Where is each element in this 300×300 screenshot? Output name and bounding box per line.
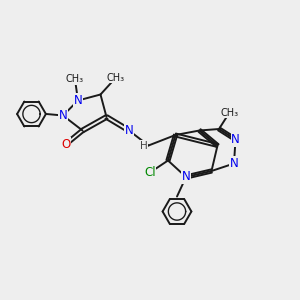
- Text: Cl: Cl: [144, 166, 156, 179]
- Text: O: O: [61, 137, 70, 151]
- Text: CH₃: CH₃: [220, 107, 238, 118]
- Text: CH₃: CH₃: [106, 73, 124, 83]
- Text: N: N: [230, 157, 238, 170]
- Text: N: N: [58, 109, 68, 122]
- Text: H: H: [140, 140, 148, 151]
- Text: N: N: [74, 94, 82, 107]
- Text: N: N: [124, 124, 134, 137]
- Text: CH₃: CH₃: [66, 74, 84, 85]
- Text: N: N: [182, 170, 190, 184]
- Text: CH₃: CH₃: [220, 107, 238, 118]
- Text: N: N: [231, 133, 240, 146]
